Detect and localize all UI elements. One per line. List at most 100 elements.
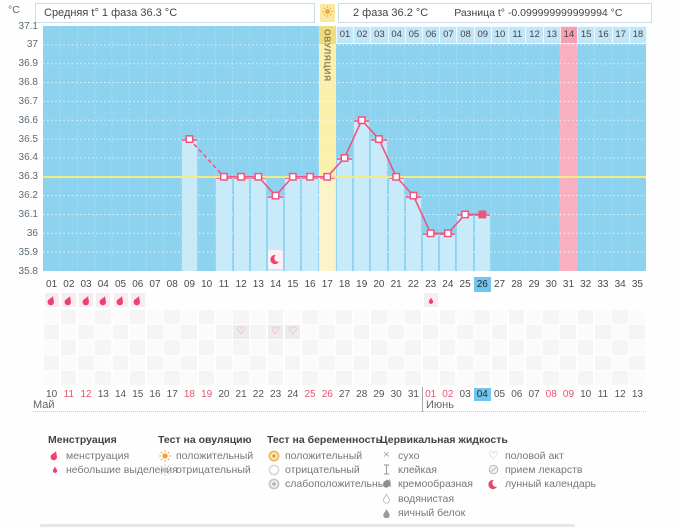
symptom-cell[interactable] — [198, 370, 215, 385]
date-cell[interactable]: 12 — [80, 389, 92, 400]
cycle-day-cell[interactable]: 23 — [425, 279, 437, 290]
cycle-day-cell[interactable]: 25 — [459, 279, 471, 290]
symptom-cell[interactable] — [353, 340, 370, 355]
date-cell[interactable]: 31 — [407, 389, 419, 400]
date-cell[interactable]: 25 — [304, 389, 316, 400]
date-cell[interactable]: 05 — [493, 389, 506, 400]
symptom-cell[interactable] — [78, 340, 94, 355]
dpo-day-cell[interactable]: 05 — [404, 26, 424, 44]
symptom-cell[interactable] — [95, 355, 111, 370]
symptom-cell[interactable] — [336, 325, 353, 340]
symptom-cell[interactable] — [146, 340, 163, 355]
symptom-cell[interactable] — [267, 370, 284, 385]
date-cell[interactable]: 09 — [562, 389, 575, 400]
cycle-day-cell[interactable]: 20 — [373, 279, 385, 290]
symptom-cell[interactable] — [250, 325, 266, 340]
date-cell[interactable]: 20 — [218, 389, 230, 400]
cycle-day-cell[interactable]: 08 — [166, 279, 178, 290]
symptom-cell[interactable] — [43, 310, 60, 325]
symptom-cell[interactable] — [422, 340, 439, 355]
date-cell[interactable]: 15 — [132, 389, 144, 400]
cycle-day-cell[interactable]: 15 — [287, 279, 299, 290]
symptom-cell[interactable] — [612, 340, 628, 355]
symptom-cell[interactable] — [78, 325, 94, 340]
symptom-cell[interactable] — [439, 355, 456, 370]
symptom-cell[interactable] — [319, 310, 335, 325]
date-cell[interactable]: 11 — [63, 389, 75, 400]
symptom-cell[interactable] — [267, 355, 284, 370]
symptom-cell[interactable] — [60, 370, 77, 385]
symptom-cell[interactable] — [319, 370, 335, 385]
symptom-cell[interactable] — [215, 325, 232, 340]
symptom-cell[interactable] — [612, 310, 628, 325]
intercourse-marker[interactable]: ♡ — [267, 325, 284, 340]
date-cell[interactable]: 03 — [459, 389, 471, 400]
cycle-day-cell[interactable]: 28 — [511, 279, 523, 290]
symptom-cell[interactable] — [594, 325, 611, 340]
dpo-day-cell[interactable]: 14 — [559, 26, 579, 44]
cycle-day-cell[interactable]: 19 — [356, 279, 368, 290]
symptom-cell[interactable] — [612, 325, 628, 340]
symptom-cell[interactable] — [78, 370, 94, 385]
symptom-cell[interactable] — [526, 355, 542, 370]
symptom-cell[interactable] — [474, 370, 490, 385]
cycle-day-cell[interactable]: 13 — [252, 279, 264, 290]
symptom-cell[interactable] — [370, 355, 387, 370]
symptom-cell[interactable] — [629, 325, 645, 340]
symptom-cell[interactable] — [629, 355, 645, 370]
symptom-cell[interactable] — [43, 355, 60, 370]
date-cell[interactable]: 19 — [201, 389, 213, 400]
symptom-cell[interactable] — [78, 310, 94, 325]
symptom-cell[interactable] — [233, 355, 249, 370]
symptom-cell[interactable] — [508, 325, 525, 340]
symptom-cell[interactable] — [215, 310, 232, 325]
symptom-cell[interactable] — [491, 340, 508, 355]
date-cell[interactable]: 28 — [356, 389, 368, 400]
symptom-cell[interactable] — [388, 310, 404, 325]
cycle-day-cell[interactable]: 06 — [132, 279, 144, 290]
symptom-cell[interactable] — [577, 310, 594, 325]
symptom-cell[interactable] — [336, 370, 353, 385]
symptom-cell[interactable] — [284, 355, 301, 370]
cycle-day-cell[interactable]: 29 — [528, 279, 540, 290]
symptom-cell[interactable] — [112, 355, 129, 370]
menstruation-marker[interactable] — [130, 293, 145, 307]
symptom-cell[interactable] — [594, 355, 611, 370]
symptom-cell[interactable] — [43, 340, 60, 355]
cycle-day-cell[interactable]: 16 — [304, 279, 316, 290]
symptom-cell[interactable] — [198, 340, 215, 355]
symptom-cell[interactable] — [560, 355, 577, 370]
date-cell[interactable]: 18 — [183, 389, 195, 400]
symptom-cell[interactable] — [95, 370, 111, 385]
date-cell[interactable]: 23 — [270, 389, 282, 400]
symptom-cell[interactable] — [577, 340, 594, 355]
symptom-cell[interactable] — [284, 340, 301, 355]
date-cell[interactable]: 08 — [545, 389, 557, 400]
symptom-cell[interactable] — [526, 325, 542, 340]
symptom-cell[interactable] — [267, 310, 284, 325]
symptom-cell[interactable] — [508, 310, 525, 325]
symptom-cell[interactable] — [491, 355, 508, 370]
symptom-cell[interactable] — [543, 370, 559, 385]
symptom-cell[interactable] — [78, 355, 94, 370]
cycle-day-cell[interactable]: 24 — [442, 279, 454, 290]
date-cell[interactable]: 30 — [390, 389, 402, 400]
symptom-cell[interactable] — [439, 340, 456, 355]
symptom-cell[interactable] — [543, 325, 559, 340]
cycle-day-cell[interactable]: 30 — [545, 279, 557, 290]
symptom-cell[interactable] — [422, 355, 439, 370]
dpo-day-cell[interactable]: 18 — [628, 26, 647, 44]
symptom-cell[interactable] — [164, 340, 180, 355]
symptom-cell[interactable] — [629, 340, 645, 355]
symptom-cell[interactable] — [129, 310, 146, 325]
symptom-cell[interactable] — [284, 370, 301, 385]
symptom-cell[interactable] — [491, 310, 508, 325]
cycle-day-cell[interactable]: 26 — [473, 277, 491, 292]
cycle-day-cell[interactable]: 05 — [114, 279, 127, 290]
symptom-cell[interactable] — [353, 310, 370, 325]
symptom-cell[interactable] — [302, 310, 318, 325]
symptom-cell[interactable] — [112, 310, 129, 325]
symptom-cell[interactable] — [370, 340, 387, 355]
symptom-cell[interactable] — [336, 340, 353, 355]
dpo-day-cell[interactable]: 13 — [542, 26, 561, 44]
